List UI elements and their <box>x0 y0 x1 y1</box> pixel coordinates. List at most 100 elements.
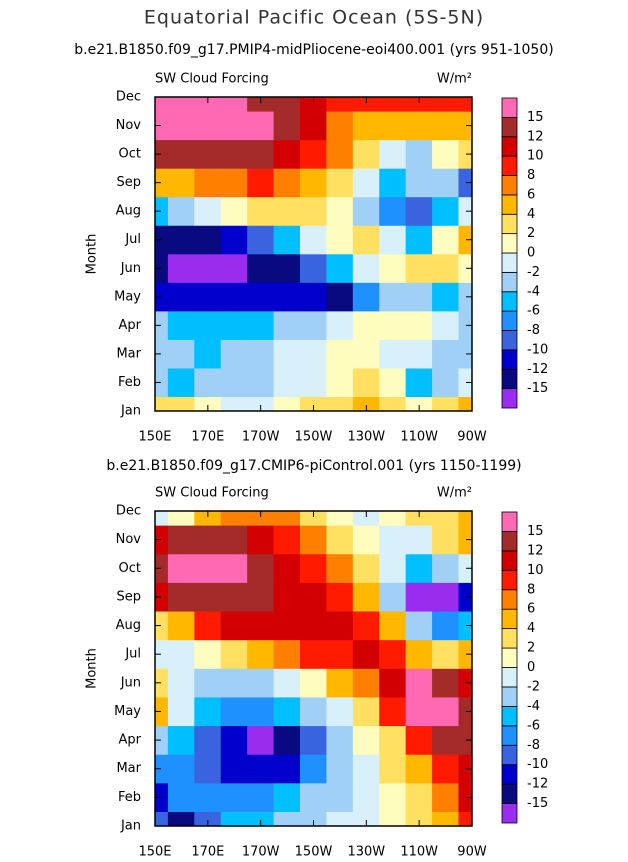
contour-cell <box>379 97 407 112</box>
contour-cell <box>299 811 328 826</box>
contour-cell <box>220 511 248 526</box>
contour-cell <box>155 725 169 755</box>
colorbar-label: 8 <box>527 582 535 597</box>
colorbar-label: 8 <box>527 168 535 183</box>
contour-cell <box>194 168 222 198</box>
contour-cell <box>432 610 460 641</box>
contour-cell <box>379 725 407 755</box>
y-tick-label: Feb <box>118 790 141 805</box>
contour-cell <box>352 725 380 755</box>
contour-cell <box>155 168 169 198</box>
contour-cell <box>220 196 248 226</box>
colorbar-label: 6 <box>527 187 535 202</box>
figure-title: Equatorial Pacific Ocean (5S-5N) <box>144 7 484 29</box>
contour-cell <box>273 582 301 612</box>
contour-cell <box>326 310 354 340</box>
contour-cell <box>273 525 301 555</box>
contour-cell <box>155 339 169 369</box>
contour-cell <box>326 253 354 283</box>
contour-cell <box>247 725 275 755</box>
contour-cell <box>326 811 354 826</box>
colorbar-box <box>501 628 518 649</box>
colorbar-box <box>501 783 518 804</box>
contour-cell <box>247 639 275 669</box>
contour-cell <box>405 253 433 283</box>
contour-field <box>155 97 472 411</box>
y-tick-label: May <box>114 289 141 304</box>
contour-cell <box>247 782 275 812</box>
contour-cell <box>299 511 328 526</box>
colorbar-label: 12 <box>527 129 544 144</box>
colorbar-box <box>501 667 518 688</box>
contour-cell <box>273 225 301 255</box>
contour-cell <box>247 339 275 369</box>
contour-cell <box>247 811 275 826</box>
contour-cell <box>273 253 301 283</box>
contour-cell <box>220 253 248 283</box>
colorbar-label: 12 <box>527 543 544 558</box>
contour-cell <box>432 396 460 411</box>
contour-cell <box>155 610 169 641</box>
field-label: SW Cloud Forcing <box>155 486 269 501</box>
colorbar-box <box>501 291 518 312</box>
contour-cell <box>432 754 460 784</box>
contour-cell <box>405 811 433 826</box>
contour-cell <box>155 582 169 612</box>
contour-cell <box>155 110 169 141</box>
contour-cell <box>432 253 460 283</box>
contour-cell <box>167 696 195 727</box>
contour-cell <box>352 582 380 612</box>
x-tick-label: 170W <box>242 430 280 445</box>
y-tick-label: Jul <box>124 232 141 247</box>
contour-cell <box>155 553 169 583</box>
colorbar-box <box>501 233 518 254</box>
contour-cell <box>299 168 328 198</box>
colorbar-box <box>501 330 518 351</box>
contour-cell <box>326 668 354 698</box>
contour-cell <box>155 782 169 812</box>
contour-cell <box>167 782 195 812</box>
y-tick-label: Apr <box>119 733 142 748</box>
contour-cell <box>405 339 433 369</box>
x-tick-label: 110W <box>400 845 438 860</box>
contour-cell <box>155 196 169 226</box>
colorbar-box <box>501 705 518 727</box>
contour-cell <box>220 668 248 698</box>
contour-cell <box>458 525 472 555</box>
contour-cell <box>458 139 472 169</box>
contour-cell <box>247 582 275 612</box>
y-tick-label: Dec <box>116 504 141 519</box>
contour-cell <box>247 253 275 283</box>
colorbar-box <box>501 550 518 571</box>
contour-cell <box>167 811 195 826</box>
contour-cell <box>247 396 275 411</box>
contour-cell <box>299 610 328 641</box>
contour-cell <box>247 110 275 141</box>
colorbar-label: -2 <box>527 265 540 280</box>
contour-cell <box>352 668 380 698</box>
colorbar-label: -4 <box>527 699 540 714</box>
contour-cell <box>247 553 275 583</box>
contour-cell <box>273 196 301 226</box>
colorbar-label: -15 <box>527 796 548 811</box>
colorbar-label: -10 <box>527 757 548 772</box>
contour-cell <box>432 225 460 255</box>
contour-cell <box>326 225 354 255</box>
contour-cell <box>299 525 328 555</box>
colorbar-label: -12 <box>527 362 548 377</box>
contour-cell <box>352 511 380 526</box>
contour-cell <box>352 525 380 555</box>
contour-cell <box>405 310 433 340</box>
contour-cell <box>326 511 354 526</box>
subtitle: b.e21.B1850.f09_g17.PMIP4-midPliocene-eo… <box>74 42 553 58</box>
contour-cell <box>194 668 222 698</box>
contour-cell <box>352 610 380 641</box>
contour-cell <box>405 196 433 226</box>
contour-cell <box>352 168 380 198</box>
subtitle: b.e21.B1850.f09_g17.CMIP6-piControl.001 … <box>106 458 521 474</box>
contour-cell <box>432 639 460 669</box>
contour-cell <box>273 168 301 198</box>
contour-cell <box>220 754 248 784</box>
colorbar-label: 10 <box>527 149 544 164</box>
